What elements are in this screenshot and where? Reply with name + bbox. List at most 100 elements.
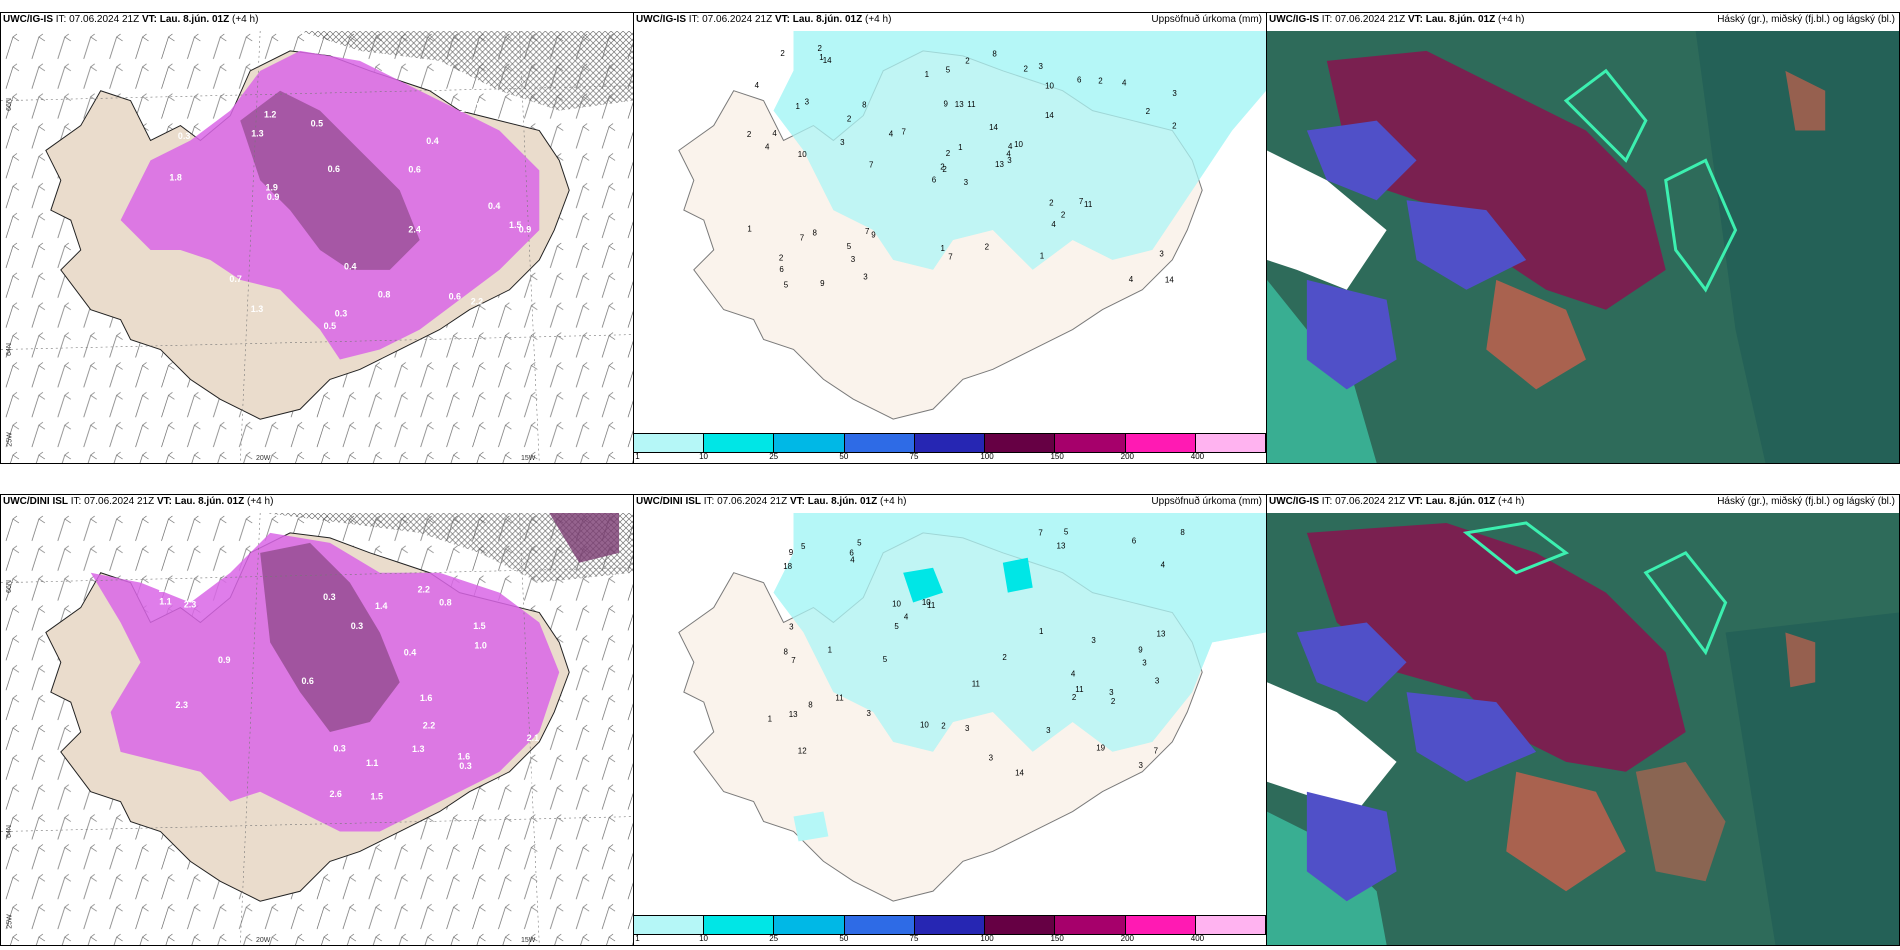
map-value-label: 4: [765, 142, 770, 151]
map-value-label: 5: [847, 242, 852, 251]
map-value-label: 1.3: [251, 129, 263, 139]
map-value-label: 1: [819, 53, 824, 62]
map-value-label: 1.1: [159, 596, 171, 606]
map-value-label: 3: [1109, 688, 1114, 697]
map-value-label: 5: [801, 542, 806, 551]
map-value-label: 7: [1038, 528, 1043, 537]
map-value-label: 1: [1040, 252, 1045, 261]
map-value-label: 2: [1146, 107, 1151, 116]
map-value-label: 2.4: [159, 584, 171, 594]
cloud-map[interactable]: [1267, 513, 1899, 945]
map-value-label: 5: [784, 280, 789, 289]
map-value-label: 7: [1154, 747, 1159, 756]
map-value-label: 0.6: [449, 292, 461, 302]
colorbar-swatch: [844, 434, 915, 452]
colorbar-tick: 200: [1120, 452, 1134, 461]
map-value-label: 3: [840, 138, 845, 147]
map-value-label: 1.5: [473, 621, 485, 631]
colorbar-tick: 150: [1050, 452, 1064, 461]
colorbar-swatch: [1055, 434, 1126, 452]
panel-wind-precip-row2: UWC/DINI ISL IT: 07.06.2024 21Z VT: Lau.…: [0, 494, 634, 946]
map-value-label: 19: [1096, 743, 1105, 752]
map-value-label: 0.3: [351, 621, 363, 631]
map-value-label: 0.5: [324, 321, 336, 331]
colorbar-swatch: [634, 916, 705, 934]
accum-precip-map[interactable]: 3 1 2 2 4 9 3 11 10 13 14 14 10 3 6 14 9 9 14 8 7 6 3 13 10 11 3 5 4…: [634, 31, 1266, 433]
map-value-label: 14: [989, 123, 998, 132]
map-value-label: 4: [1071, 669, 1076, 678]
colorbar-swatch: [704, 916, 775, 934]
lat-label-64n: 64N: [5, 825, 13, 838]
map-value-label: 0.3: [459, 761, 471, 771]
map-value-label: 2: [847, 115, 852, 124]
map-value-label: 7: [865, 227, 870, 236]
map-value-label: 1.0: [528, 774, 540, 784]
map-value-label: 11: [1075, 685, 1084, 694]
map-value-label: 3: [1155, 677, 1160, 686]
map-value-label: 4: [755, 81, 760, 90]
lat-label-66n: 66N: [5, 580, 13, 593]
colorbar-swatch: [774, 434, 845, 452]
map-value-label: 4: [1051, 220, 1056, 229]
map-value-label: 2.2: [471, 297, 483, 307]
map-value-label: 4: [1006, 149, 1011, 158]
colorbar-swatch: [774, 916, 845, 934]
map-value-label: 2.1: [527, 733, 539, 743]
map-value-label: 3: [1039, 62, 1044, 71]
panel-title: UWC/IG-IS IT: 07.06.2024 21Z VT: Lau. 8.…: [3, 14, 259, 25]
map-value-label: 6: [1132, 537, 1137, 546]
colorbar-swatch: [985, 434, 1056, 452]
precip-colorbar: 1 10 25 50 75 100 150 200 400: [634, 433, 1266, 463]
map-value-label: 5: [857, 539, 862, 548]
colorbar-tick: 75: [909, 452, 919, 461]
colorbar-swatch: [985, 916, 1056, 934]
lon-label-20w: 20W: [256, 937, 271, 944]
panel-cloud-row2: UWC/IG-IS IT: 07.06.2024 21Z VT: Lau. 8.…: [1266, 494, 1900, 946]
map-value-label: 4: [1122, 79, 1127, 88]
map-value-label: 3: [1159, 249, 1164, 258]
colorbar-tick: 100: [980, 934, 994, 943]
map-value-label: 0.9: [218, 655, 230, 665]
map-value-label: 7: [1079, 197, 1084, 206]
lat-label-66n: 66N: [5, 98, 13, 111]
map-value-label: 0.4: [426, 136, 438, 146]
map-value-label: 5: [1064, 527, 1069, 536]
map-value-label: 2: [940, 162, 945, 171]
colorbar-swatch: [704, 434, 775, 452]
colorbar-tick: 75: [909, 934, 919, 943]
panel-title: UWC/IG-IS IT: 07.06.2024 21Z VT: Lau. 8.…: [636, 14, 892, 25]
colorbar-swatch: [1195, 434, 1266, 452]
map-value-label: 4: [1008, 142, 1013, 151]
map-value-label: 3: [863, 272, 868, 281]
map-value-label: 1: [958, 143, 963, 152]
accum-precip-map[interactable]: 4 3 12 5 11 19 13 13 10 14 18 8 9 7 10 13 11 2 10 11 8 6 5 3 7 6 1…: [634, 513, 1266, 915]
map-value-label: 7: [948, 252, 953, 261]
cloud-map[interactable]: [1267, 31, 1899, 463]
map-value-label: 2: [941, 722, 946, 731]
map-value-label: 10: [1045, 82, 1054, 91]
map-value-label: 1: [768, 715, 773, 724]
colorbar-tick: 25: [769, 934, 779, 943]
panel-subtitle: Háský (gr.), miðský (fj.bl.) og lágský (…: [1717, 496, 1895, 507]
map-value-label: 0.6: [301, 676, 313, 686]
map-value-label: 2: [747, 130, 752, 139]
map-value-label: 9: [789, 548, 794, 557]
map-value-label: 3: [1091, 636, 1096, 645]
map-value-label: 8: [992, 50, 997, 59]
panel-title: UWC/DINI ISL IT: 07.06.2024 21Z VT: Lau.…: [3, 496, 274, 507]
colorbar-tick: 1: [635, 452, 640, 461]
map-value-label: 7: [869, 161, 874, 170]
wind-precip-map[interactable]: 0.3 1.3 0.6 0.3 1.3 0.5 2.4 0.9 1.6 0.9 1.5 1.2 0.4 0…: [1, 31, 633, 463]
map-value-label: 0.4: [344, 261, 356, 271]
map-value-label: 2: [1098, 77, 1103, 86]
map-value-label: 0.7: [229, 274, 241, 284]
map-value-label: 14: [1165, 276, 1174, 285]
colorbar-tick: 150: [1050, 934, 1064, 943]
map-value-label: 10: [920, 720, 929, 729]
map-value-label: 8: [1180, 528, 1185, 537]
map-value-label: 0.3: [323, 592, 335, 602]
map-value-label: 1.3: [460, 104, 472, 114]
map-value-label: 4: [1161, 560, 1166, 569]
map-value-label: 1: [795, 102, 800, 111]
wind-precip-map[interactable]: 0.3 0.3 2.4 1.5 2.6 0.3 1.5 2.2 0.9 2.3 1.6 1.4 1.6 2…: [1, 513, 633, 945]
